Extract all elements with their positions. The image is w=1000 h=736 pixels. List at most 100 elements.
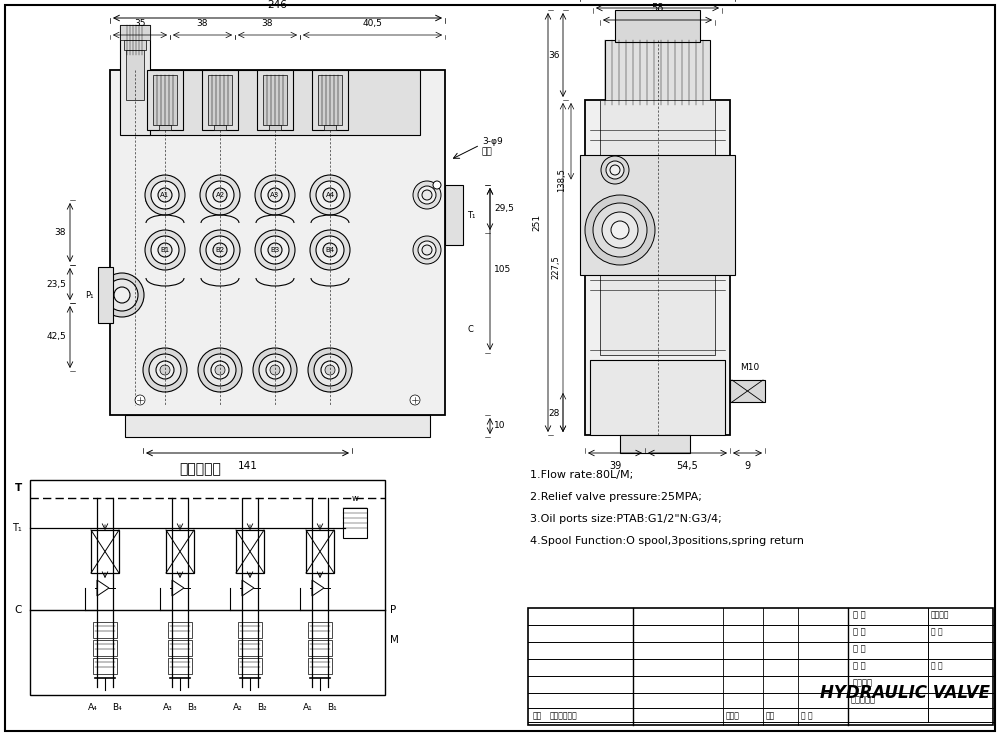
Bar [306, 530, 334, 573]
Text: B2: B2 [215, 247, 225, 253]
Circle shape [100, 273, 144, 317]
Text: B₃: B₃ [187, 703, 197, 712]
Text: 1.Flow rate:80L/M;: 1.Flow rate:80L/M; [530, 470, 633, 480]
Bar [93, 658, 117, 674]
Circle shape [255, 230, 295, 270]
Bar [528, 608, 993, 725]
Circle shape [145, 175, 185, 215]
Circle shape [418, 186, 436, 204]
Text: 更改人: 更改人 [726, 711, 740, 720]
Text: B₂: B₂ [257, 703, 267, 712]
Text: 251: 251 [532, 214, 541, 231]
Text: P: P [390, 605, 396, 615]
Text: HYDRAULIC VALVE: HYDRAULIC VALVE [820, 684, 990, 702]
Text: 图样代号: 图样代号 [931, 610, 950, 619]
Bar [263, 75, 287, 125]
Text: 138,5: 138,5 [557, 168, 566, 192]
Bar [98, 267, 113, 323]
Bar [202, 70, 238, 130]
Circle shape [253, 348, 297, 392]
Circle shape [135, 395, 145, 405]
Text: 28: 28 [549, 408, 560, 417]
Text: 23,5: 23,5 [46, 280, 66, 289]
Text: 105: 105 [494, 264, 511, 274]
Circle shape [601, 156, 629, 184]
Text: 日期: 日期 [766, 711, 775, 720]
Circle shape [145, 230, 185, 270]
Text: T: T [15, 483, 22, 493]
Circle shape [261, 181, 289, 209]
Circle shape [418, 241, 436, 259]
Circle shape [255, 175, 295, 215]
Circle shape [308, 348, 352, 392]
Circle shape [410, 395, 420, 405]
Circle shape [610, 165, 620, 175]
Circle shape [266, 361, 284, 379]
Circle shape [211, 361, 229, 379]
Circle shape [200, 230, 240, 270]
Circle shape [606, 161, 624, 179]
Circle shape [593, 203, 647, 257]
Text: 3-φ9: 3-φ9 [482, 138, 503, 146]
Bar [120, 25, 150, 40]
Bar [93, 622, 117, 638]
Bar [580, 155, 735, 275]
Bar [153, 75, 177, 125]
Bar [324, 125, 336, 130]
Bar [600, 100, 715, 355]
Text: B1: B1 [160, 247, 170, 253]
Circle shape [213, 243, 227, 257]
Circle shape [213, 188, 227, 202]
Circle shape [270, 365, 280, 375]
Bar [168, 640, 192, 656]
Bar [238, 658, 262, 674]
Circle shape [585, 195, 655, 265]
Text: A4: A4 [325, 192, 335, 198]
Circle shape [611, 221, 629, 239]
Bar [238, 622, 262, 638]
Circle shape [259, 354, 291, 386]
Text: 38: 38 [262, 19, 273, 28]
Bar [318, 75, 342, 125]
Bar [308, 658, 332, 674]
Circle shape [156, 361, 174, 379]
Text: B₄: B₄ [112, 703, 122, 712]
Bar [124, 40, 146, 50]
Polygon shape [312, 580, 324, 596]
Text: 标记: 标记 [533, 711, 542, 720]
Text: M: M [390, 635, 399, 645]
Bar [257, 70, 293, 130]
Text: 更改内容描述: 更改内容描述 [550, 711, 578, 720]
Circle shape [314, 354, 346, 386]
Polygon shape [97, 580, 109, 596]
Text: 227,5: 227,5 [551, 255, 560, 280]
Text: T₁: T₁ [467, 210, 475, 219]
Circle shape [268, 243, 282, 257]
Text: 制 图: 制 图 [853, 627, 866, 636]
Text: C: C [15, 605, 22, 615]
Circle shape [206, 236, 234, 264]
Bar [585, 100, 730, 435]
Circle shape [200, 175, 240, 215]
Text: A1: A1 [160, 192, 170, 198]
Text: 29,5: 29,5 [494, 205, 514, 213]
Bar [343, 508, 367, 538]
Text: B₁: B₁ [327, 703, 337, 712]
Polygon shape [242, 580, 254, 596]
Text: 液压原理图: 液压原理图 [179, 462, 221, 476]
Text: 描 图: 描 图 [853, 644, 866, 653]
Circle shape [114, 287, 130, 303]
Circle shape [198, 348, 242, 392]
Bar [445, 185, 463, 245]
Text: M10: M10 [740, 363, 760, 372]
Text: 4.Spool Function:O spool,3positions,spring return: 4.Spool Function:O spool,3positions,spri… [530, 536, 804, 546]
Text: 通孔: 通孔 [482, 147, 493, 157]
Circle shape [433, 181, 441, 189]
Text: 38: 38 [54, 228, 66, 237]
Bar [125, 415, 430, 437]
Bar [126, 50, 144, 100]
Polygon shape [172, 580, 184, 596]
Text: P₁: P₁ [86, 291, 94, 300]
Circle shape [323, 188, 337, 202]
Bar [269, 125, 281, 130]
